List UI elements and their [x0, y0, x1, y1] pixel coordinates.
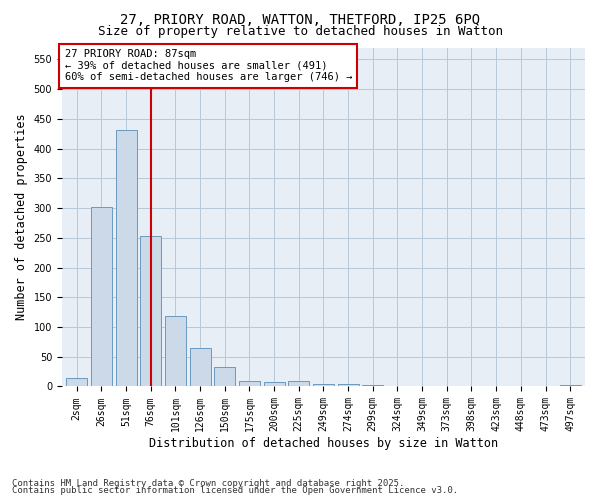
- X-axis label: Distribution of detached houses by size in Watton: Distribution of detached houses by size …: [149, 437, 498, 450]
- Text: 27, PRIORY ROAD, WATTON, THETFORD, IP25 6PQ: 27, PRIORY ROAD, WATTON, THETFORD, IP25 …: [120, 12, 480, 26]
- Text: 27 PRIORY ROAD: 87sqm
← 39% of detached houses are smaller (491)
60% of semi-det: 27 PRIORY ROAD: 87sqm ← 39% of detached …: [65, 49, 352, 82]
- Bar: [190, 348, 211, 387]
- Bar: [288, 380, 309, 386]
- Bar: [140, 236, 161, 386]
- Bar: [91, 207, 112, 386]
- Bar: [263, 382, 284, 386]
- Bar: [338, 384, 359, 386]
- Bar: [214, 367, 235, 386]
- Text: Contains HM Land Registry data © Crown copyright and database right 2025.: Contains HM Land Registry data © Crown c…: [12, 478, 404, 488]
- Text: Contains public sector information licensed under the Open Government Licence v3: Contains public sector information licen…: [12, 486, 458, 495]
- Bar: [165, 316, 186, 386]
- Y-axis label: Number of detached properties: Number of detached properties: [15, 114, 28, 320]
- Text: Size of property relative to detached houses in Watton: Size of property relative to detached ho…: [97, 25, 503, 38]
- Bar: [239, 380, 260, 386]
- Bar: [66, 378, 87, 386]
- Bar: [116, 130, 137, 386]
- Bar: [313, 384, 334, 386]
